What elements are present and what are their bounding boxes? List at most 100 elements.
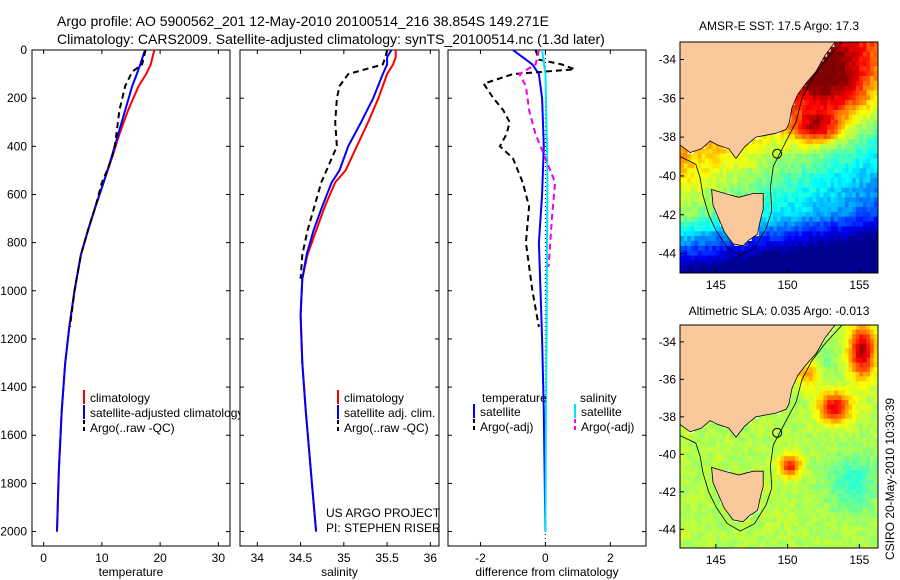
heatmap-cell bbox=[784, 521, 789, 528]
heatmap-cell bbox=[819, 470, 825, 476]
heatmap-cell bbox=[809, 260, 814, 266]
heatmap-cell bbox=[776, 489, 781, 495]
heatmap-cell bbox=[701, 216, 706, 223]
heatmap-cell bbox=[802, 512, 807, 518]
heatmap-cell bbox=[862, 109, 868, 116]
heatmap-cell bbox=[837, 460, 842, 467]
heatmap-cell bbox=[751, 187, 756, 194]
heatmap-cell bbox=[791, 442, 796, 448]
heatmap-cell bbox=[791, 456, 796, 462]
heatmap-cell bbox=[683, 255, 688, 261]
heatmap-cell bbox=[690, 168, 695, 174]
heatmap-cell bbox=[809, 216, 814, 223]
heatmap-cell bbox=[697, 255, 703, 261]
heatmap-cell bbox=[769, 521, 774, 528]
heatmap-cell bbox=[837, 46, 842, 53]
heatmap-cell bbox=[848, 124, 853, 130]
heatmap-cell bbox=[855, 177, 860, 184]
heatmap-cell bbox=[823, 348, 828, 354]
heatmap-cell bbox=[730, 446, 735, 453]
heatmap-cell bbox=[848, 100, 853, 106]
heatmap-cell bbox=[870, 545, 875, 548]
tasmania-coast bbox=[711, 466, 764, 523]
heatmap-cell bbox=[802, 90, 807, 96]
heatmap-cell bbox=[715, 498, 721, 504]
heatmap-cell bbox=[794, 173, 799, 179]
heatmap-cell bbox=[794, 129, 799, 135]
heatmap-cell bbox=[766, 517, 771, 523]
heatmap-cell bbox=[758, 260, 764, 266]
heatmap-cell bbox=[855, 484, 860, 490]
heatmap-cell bbox=[794, 531, 799, 537]
heatmap-cell bbox=[730, 250, 735, 257]
heatmap-cell bbox=[733, 168, 738, 174]
heatmap-cell bbox=[823, 400, 828, 406]
heatmap-cell bbox=[830, 85, 835, 92]
heatmap-cell bbox=[780, 260, 785, 266]
heatmap-cell bbox=[834, 114, 839, 121]
heatmap-cell bbox=[841, 325, 846, 331]
heatmap-cell bbox=[823, 61, 828, 67]
heatmap-cell bbox=[701, 540, 706, 546]
heatmap-cell bbox=[787, 207, 792, 213]
heatmap-cell bbox=[841, 531, 846, 537]
heatmap-cell bbox=[769, 456, 774, 462]
heatmap-cell bbox=[805, 414, 810, 420]
heatmap-cell bbox=[830, 460, 835, 467]
heatmap-cell bbox=[855, 390, 860, 396]
heatmap-cell bbox=[834, 119, 839, 126]
heatmap-cell bbox=[859, 56, 864, 63]
series-line-argo-raw-qc- bbox=[68, 50, 147, 328]
heatmap-cell bbox=[812, 353, 817, 359]
heatmap-cell bbox=[773, 540, 778, 546]
heatmap-cell bbox=[741, 163, 746, 169]
heatmap-cell bbox=[805, 456, 810, 462]
heatmap-cell bbox=[837, 211, 842, 218]
heatmap-cell bbox=[787, 143, 792, 150]
heatmap-cell bbox=[823, 153, 828, 160]
heatmap-cell bbox=[748, 270, 753, 273]
heatmap-cell bbox=[712, 531, 717, 537]
heatmap-cell bbox=[776, 187, 781, 194]
heatmap-cell bbox=[712, 460, 717, 467]
heatmap-cell bbox=[834, 211, 839, 218]
heatmap-cell bbox=[773, 484, 778, 490]
heatmap-cell bbox=[848, 531, 853, 537]
heatmap-cell bbox=[690, 489, 695, 495]
heatmap-cell bbox=[830, 451, 835, 457]
y-tick-label: 1200 bbox=[0, 332, 27, 346]
heatmap-cell bbox=[798, 197, 803, 203]
heatmap-cell bbox=[784, 493, 789, 499]
heatmap-cell bbox=[852, 124, 857, 130]
heatmap-cell bbox=[862, 187, 868, 194]
heatmap-cell bbox=[683, 432, 688, 439]
heatmap-cell bbox=[819, 109, 825, 116]
heatmap-cell bbox=[690, 545, 695, 548]
heatmap-cell bbox=[773, 512, 778, 518]
heatmap-cell bbox=[708, 545, 713, 548]
heatmap-cell bbox=[773, 535, 778, 542]
heatmap-cell bbox=[837, 226, 842, 232]
heatmap-cell bbox=[845, 80, 850, 87]
heatmap-cell bbox=[805, 409, 810, 415]
heatmap-cell bbox=[862, 221, 868, 228]
heatmap-cell bbox=[694, 451, 699, 457]
heatmap-cell bbox=[812, 250, 817, 257]
heatmap-cell bbox=[816, 124, 821, 130]
heatmap-cell bbox=[830, 395, 835, 401]
heatmap-cell bbox=[741, 446, 746, 453]
heatmap-cell bbox=[862, 404, 868, 410]
heatmap-cell bbox=[827, 109, 832, 116]
map-frame bbox=[679, 324, 879, 549]
heatmap-cell bbox=[751, 168, 756, 174]
heatmap-cell bbox=[873, 216, 878, 223]
heatmap-cell bbox=[715, 163, 721, 169]
heatmap-cell bbox=[837, 451, 842, 457]
heatmap-cell bbox=[845, 325, 850, 331]
heatmap-cell bbox=[809, 182, 814, 189]
heatmap-cell bbox=[776, 255, 781, 261]
heatmap-cell bbox=[798, 404, 803, 410]
heatmap-cell bbox=[823, 90, 828, 96]
heatmap-cell bbox=[823, 446, 828, 453]
heatmap-cell bbox=[719, 245, 724, 252]
